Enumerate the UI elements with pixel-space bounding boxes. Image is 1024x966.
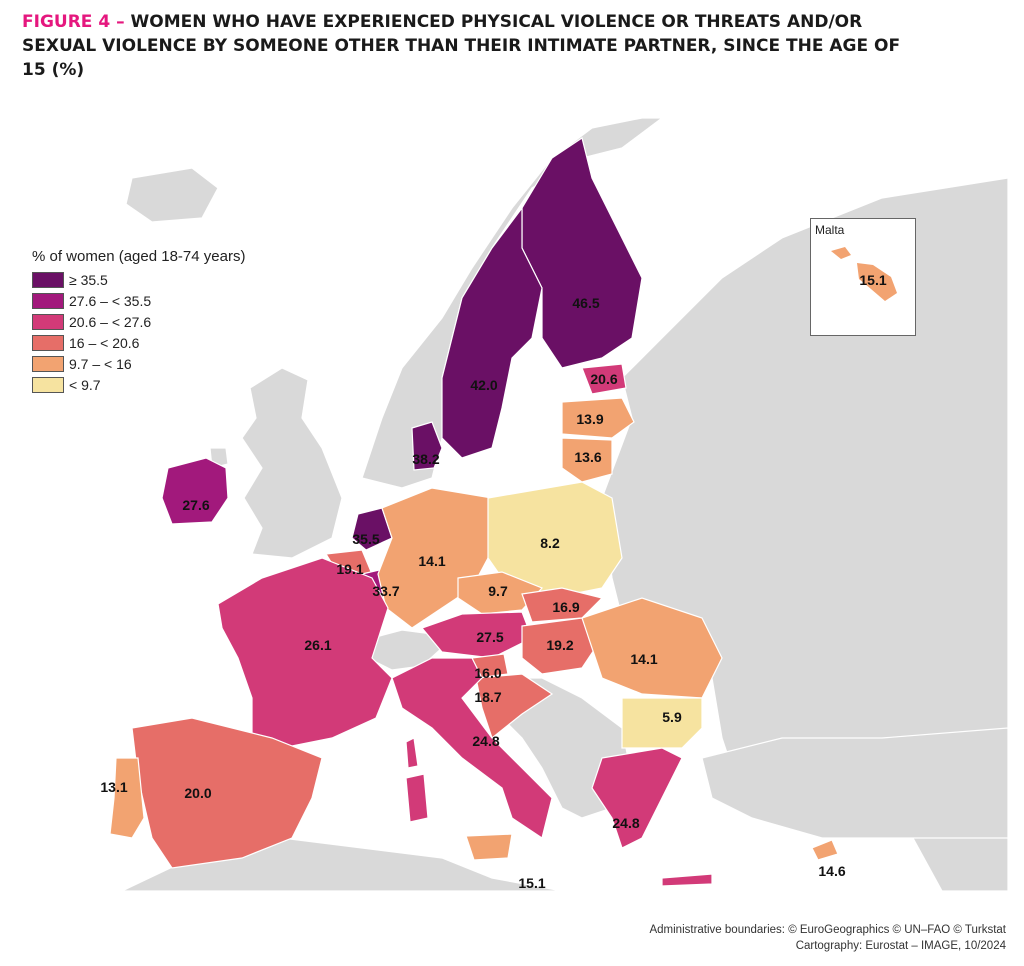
value-label-sicily: 15.1 — [518, 875, 545, 891]
land-turkey — [701, 727, 1008, 839]
value-label-poland: 8.2 — [540, 535, 560, 551]
value-label-slovenia: 16.0 — [474, 665, 501, 681]
value-label-italy: 24.8 — [472, 733, 499, 749]
value-label-greece: 24.8 — [612, 815, 639, 831]
legend-item: 9.7 – < 16 — [32, 353, 245, 374]
malta-inset: Malta 15.1 — [810, 218, 916, 336]
legend-label: 27.6 – < 35.5 — [69, 292, 152, 309]
region-netherlands — [351, 507, 393, 551]
region-italy — [391, 657, 553, 839]
value-label-luxembourg: 33.7 — [372, 583, 399, 599]
figure-title-text: WOMEN WHO HAVE EXPERIENCED PHYSICAL VIOL… — [22, 12, 901, 80]
region-bulgaria — [621, 697, 703, 749]
legend-label: 16 – < 20.6 — [69, 334, 140, 351]
region-cyprus — [811, 839, 839, 861]
legend-swatch — [32, 376, 64, 393]
region-sweden — [441, 206, 543, 459]
region-sardinia — [405, 773, 429, 823]
legend-item: < 9.7 — [32, 374, 245, 395]
figure-title: FIGURE 4 – WOMEN WHO HAVE EXPERIENCED PH… — [22, 10, 922, 82]
region-lithuania — [561, 437, 613, 483]
value-label-austria: 27.5 — [476, 629, 503, 645]
legend-item: ≥ 35.5 — [32, 269, 245, 290]
value-label-belgium: 19.1 — [336, 561, 363, 577]
value-label-malta: 15.1 — [859, 272, 886, 288]
credits-cartography: Cartography: Eurostat – IMAGE, 10/2024 — [795, 940, 1006, 952]
land-iceland — [125, 167, 219, 223]
region-denmark — [411, 421, 443, 471]
value-label-finland: 46.5 — [572, 295, 599, 311]
region-ireland — [161, 457, 229, 525]
region-crete — [661, 873, 713, 887]
non-eu-land — [121, 118, 1008, 891]
region-estonia — [581, 363, 627, 395]
value-label-ireland: 27.6 — [182, 497, 209, 513]
region-greece — [591, 747, 683, 849]
land-great-britain — [241, 367, 343, 559]
legend-item: 27.6 – < 35.5 — [32, 290, 245, 311]
region-portugal — [109, 757, 145, 839]
value-label-estonia: 20.6 — [590, 371, 617, 387]
inset-title: Malta — [815, 223, 845, 237]
region-czechia — [457, 571, 544, 615]
region-latvia — [561, 397, 635, 439]
value-label-netherlands: 35.5 — [352, 531, 379, 547]
region-spain — [131, 717, 323, 869]
legend-swatch — [32, 355, 64, 372]
figure-number: FIGURE 4 – — [22, 12, 125, 32]
region-slovakia — [521, 587, 604, 623]
eu-countries — [109, 137, 839, 887]
value-label-portugal: 13.1 — [100, 779, 127, 795]
legend-item: 20.6 – < 27.6 — [32, 311, 245, 332]
legend-label: < 9.7 — [69, 376, 101, 393]
value-label-romania: 14.1 — [630, 651, 657, 667]
malta-inset-map: 15.1 — [831, 247, 897, 301]
value-label-hungary: 19.2 — [546, 637, 573, 653]
value-label-slovakia: 16.9 — [552, 599, 579, 615]
value-label-czechia: 9.7 — [488, 583, 508, 599]
value-label-sweden: 42.0 — [470, 377, 497, 393]
legend-title: % of women (aged 18-74 years) — [32, 248, 246, 265]
value-label-lithuania: 13.6 — [574, 449, 601, 465]
region-poland — [487, 481, 623, 599]
legend-swatch — [32, 271, 64, 288]
region-malta — [831, 247, 897, 301]
value-label-latvia: 13.9 — [576, 411, 603, 427]
value-label-cyprus: 14.6 — [818, 863, 845, 879]
credits: Administrative boundaries: © EuroGeograp… — [649, 922, 1006, 954]
legend-label: 20.6 – < 27.6 — [69, 313, 152, 330]
map-svg: 46.5 42.0 38.2 35.5 19.1 33.7 27.6 20.6 13.9 13.6… — [100, 118, 1008, 891]
value-label-germany: 14.1 — [418, 553, 445, 569]
legend: % of women (aged 18-74 years) ≥ 35.5 27.… — [32, 248, 245, 395]
credits-boundaries: Administrative boundaries: © EuroGeograp… — [649, 924, 1006, 936]
value-label-france: 26.1 — [304, 637, 331, 653]
value-label-croatia: 18.7 — [474, 689, 501, 705]
value-label-denmark: 38.2 — [412, 451, 439, 467]
legend-item: 16 – < 20.6 — [32, 332, 245, 353]
region-sicily — [465, 833, 513, 861]
region-croatia — [475, 673, 554, 740]
legend-swatch — [32, 334, 64, 351]
value-label-spain: 20.0 — [184, 785, 211, 801]
legend-swatch — [32, 313, 64, 330]
value-label-bulgaria: 5.9 — [662, 709, 682, 725]
legend-label: ≥ 35.5 — [69, 271, 108, 288]
value-labels: 46.5 42.0 38.2 35.5 19.1 33.7 27.6 20.6 13.9 13.6… — [100, 295, 845, 891]
legend-swatch — [32, 292, 64, 309]
region-france — [217, 557, 393, 749]
legend-label: 9.7 – < 16 — [69, 355, 132, 372]
region-corsica — [405, 737, 419, 769]
